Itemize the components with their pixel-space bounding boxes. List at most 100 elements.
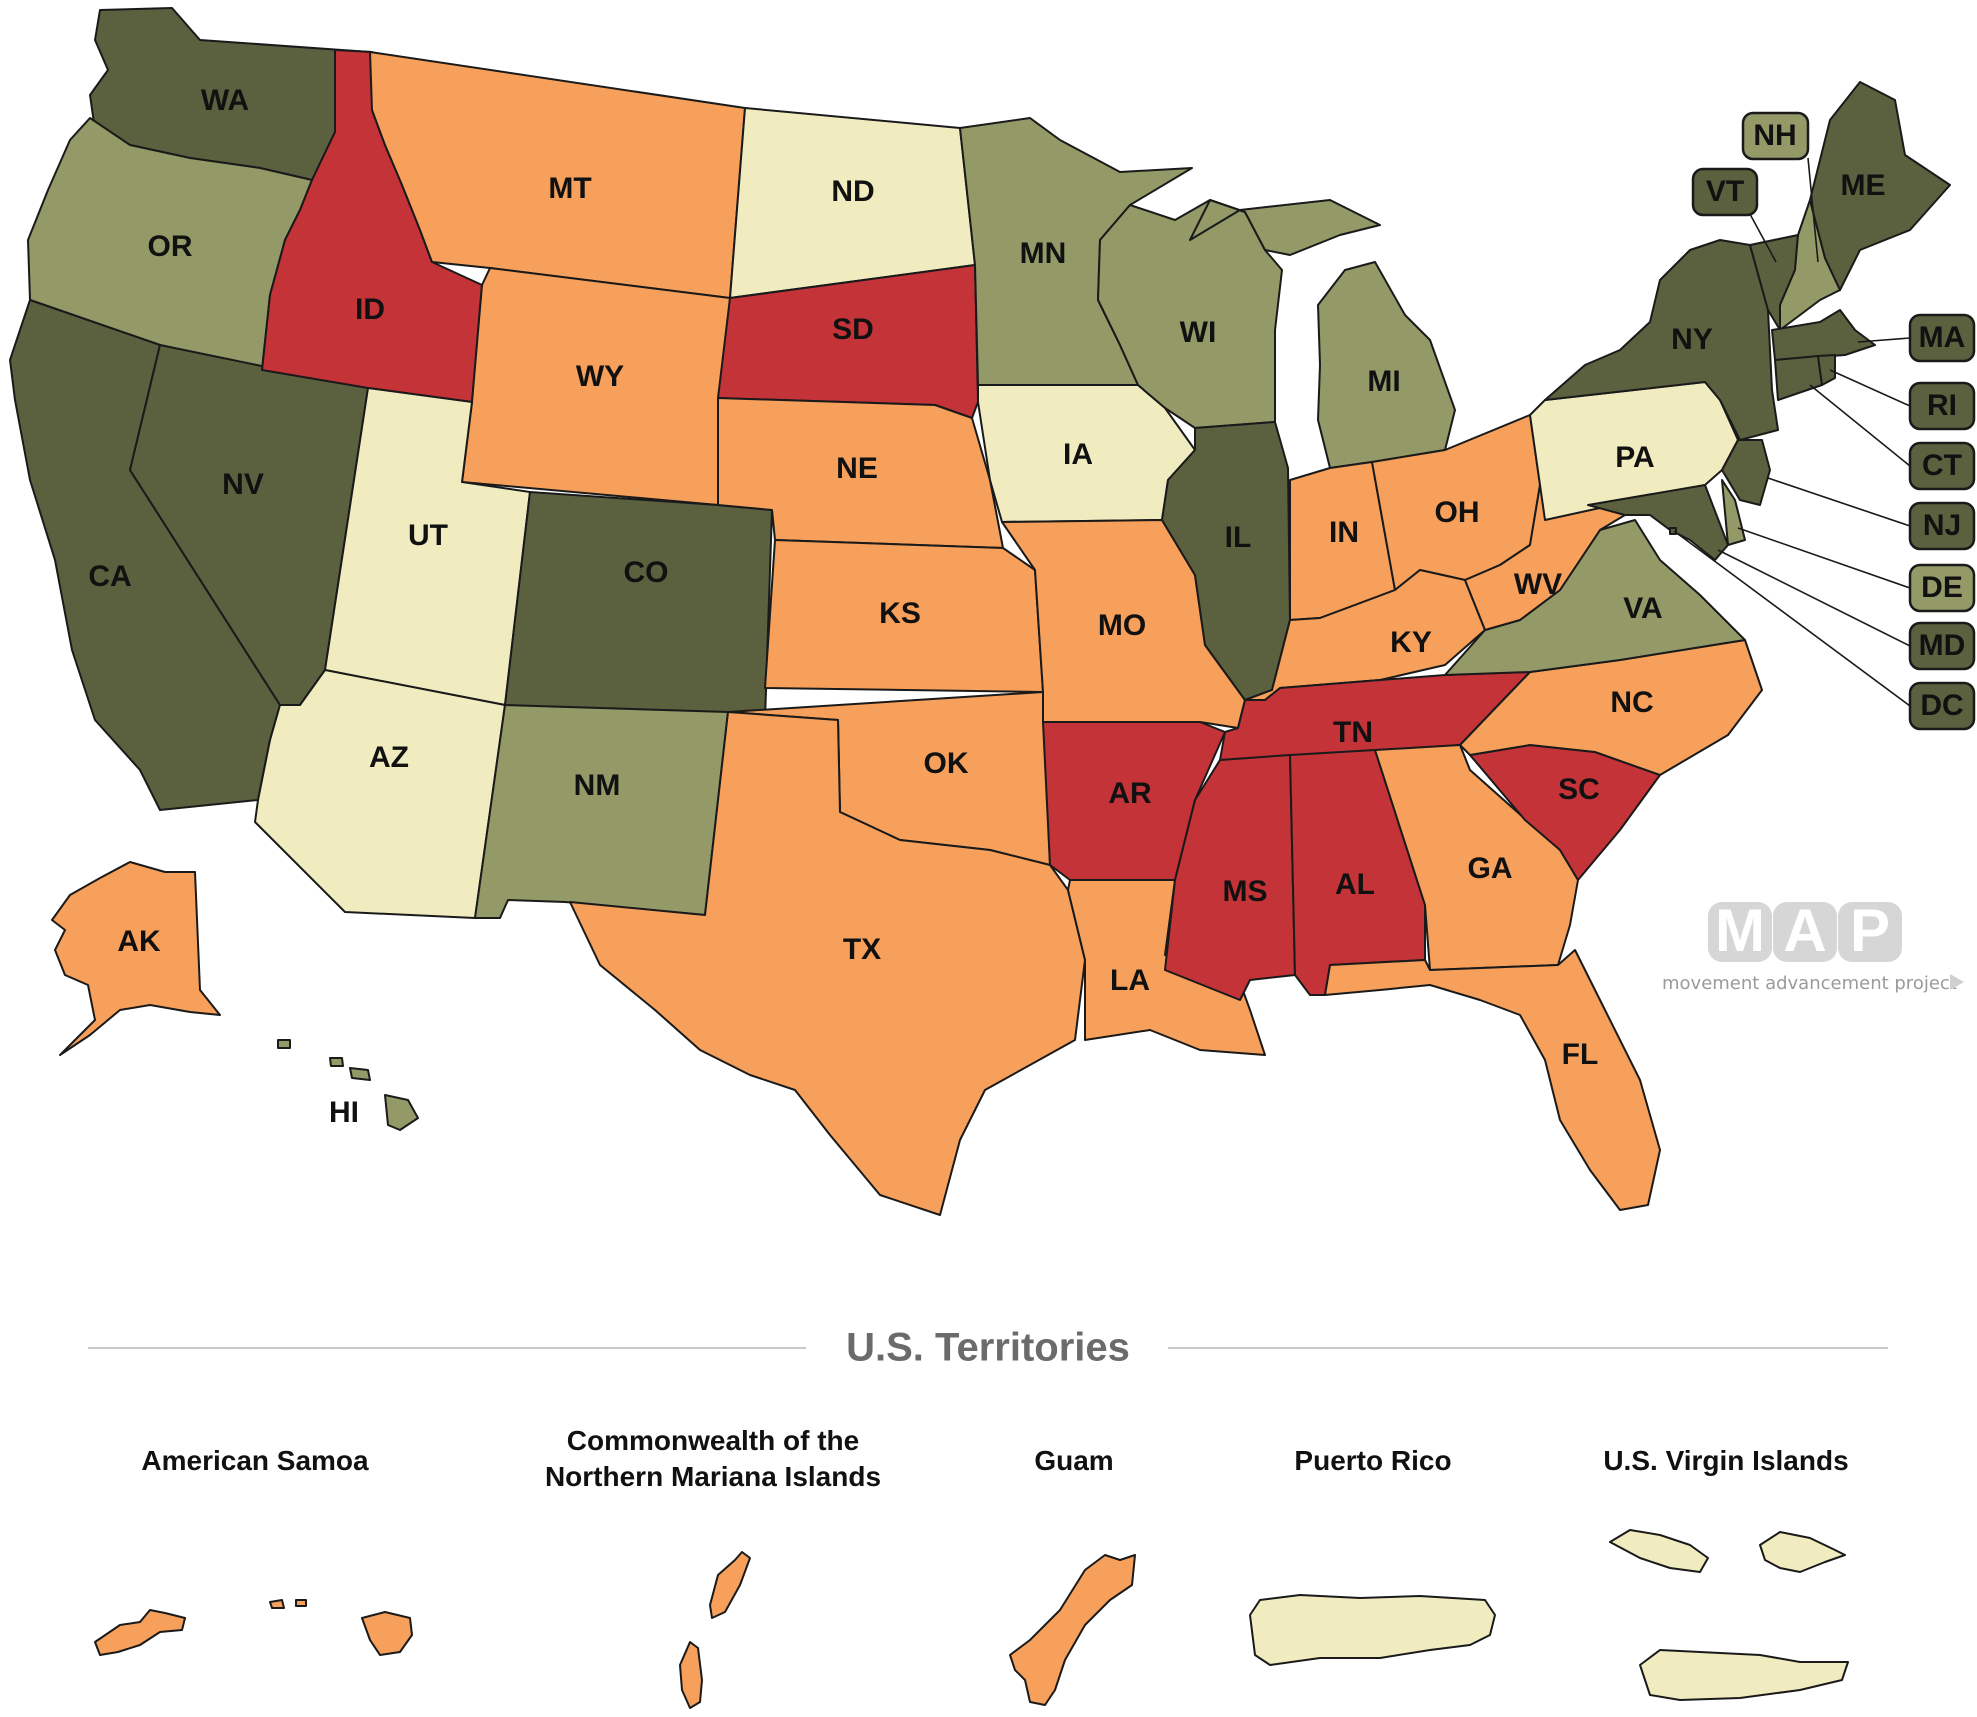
label-AL: AL xyxy=(1335,868,1375,901)
state-NJ[interactable] xyxy=(1721,439,1771,506)
label-MI: MI xyxy=(1367,365,1400,398)
label-DC: DC xyxy=(1920,689,1963,722)
label-ID: ID xyxy=(355,293,385,326)
territory-cnmi[interactable] xyxy=(679,1551,751,1709)
state-ME[interactable] xyxy=(1809,81,1951,291)
label-MD: MD xyxy=(1919,629,1966,662)
logo-letter-a: A xyxy=(1783,897,1826,964)
territories-heading: U.S. Territories xyxy=(846,1326,1130,1370)
label-CA: CA xyxy=(88,560,131,593)
territory-name-cnmi-line2: Northern Mariana Islands xyxy=(545,1461,881,1492)
label-NV: NV xyxy=(222,468,264,501)
state-IL[interactable] xyxy=(1161,421,1291,701)
state-AZ[interactable] xyxy=(254,669,506,919)
label-SD: SD xyxy=(832,313,874,346)
state-TX[interactable] xyxy=(569,711,1086,1216)
play-triangle-icon xyxy=(1950,974,1964,990)
territory-american-samoa[interactable] xyxy=(94,1599,413,1656)
label-WV: WV xyxy=(1514,568,1562,601)
label-OR: OR xyxy=(148,230,193,263)
label-NM: NM xyxy=(574,769,621,802)
state-GA[interactable] xyxy=(1374,744,1579,971)
label-MO: MO xyxy=(1098,609,1146,642)
territory-name-cnmi-line1: Commonwealth of the xyxy=(567,1425,859,1456)
state-CT[interactable] xyxy=(1774,355,1823,401)
state-RI[interactable] xyxy=(1817,354,1836,386)
state-labels: WA OR CA NV ID MT WY UT AZ CO NM ND SD N… xyxy=(88,84,1885,1129)
label-NE: NE xyxy=(836,452,878,485)
label-KS: KS xyxy=(879,597,921,630)
label-HI: HI xyxy=(329,1096,359,1129)
label-OH: OH xyxy=(1435,496,1480,529)
label-OK: OK xyxy=(924,747,969,780)
state-MD[interactable] xyxy=(1587,484,1729,561)
territory-name-usvi: U.S. Virgin Islands xyxy=(1603,1445,1848,1476)
label-DE: DE xyxy=(1921,571,1963,604)
label-PA: PA xyxy=(1615,441,1654,474)
territory-name-american-samoa: American Samoa xyxy=(141,1445,369,1476)
label-VT: VT xyxy=(1706,175,1744,208)
label-WI: WI xyxy=(1180,316,1217,349)
callout-box-NJ[interactable] xyxy=(1908,501,1976,551)
callout-box-MA[interactable] xyxy=(1908,313,1976,363)
logo-tile-m xyxy=(1708,902,1772,962)
state-MI[interactable] xyxy=(1189,199,1456,469)
label-RI: RI xyxy=(1927,389,1957,422)
label-LA: LA xyxy=(1110,964,1150,997)
state-HI[interactable] xyxy=(277,1039,419,1131)
map-logo: M A P movement advancement project xyxy=(1662,897,1964,994)
logo-letter-m: M xyxy=(1715,897,1765,964)
label-KY: KY xyxy=(1390,626,1432,659)
label-VA: VA xyxy=(1623,592,1662,625)
callout-box-DC[interactable] xyxy=(1908,681,1976,731)
label-IN: IN xyxy=(1329,516,1359,549)
label-CO: CO xyxy=(624,556,669,589)
territories-section: U.S. Territories American Samoa Commonwe… xyxy=(88,1326,1888,1709)
label-WA: WA xyxy=(201,84,249,117)
label-NH: NH xyxy=(1753,119,1796,152)
state-AK[interactable] xyxy=(51,861,221,1056)
label-MS: MS xyxy=(1223,875,1268,908)
label-MT: MT xyxy=(548,172,591,205)
label-WY: WY xyxy=(576,360,624,393)
label-TX: TX xyxy=(843,933,881,966)
callout-box-VT[interactable] xyxy=(1691,167,1759,217)
label-CT: CT xyxy=(1922,449,1962,482)
northeast-callouts: NH VT MA RI CT NJ DE MD DC xyxy=(1673,111,1976,731)
callout-box-MD[interactable] xyxy=(1908,621,1976,671)
label-NC: NC xyxy=(1610,686,1653,719)
label-NJ: NJ xyxy=(1923,509,1961,542)
territory-usvi[interactable] xyxy=(1609,1529,1849,1701)
label-FL: FL xyxy=(1562,1038,1599,1071)
territory-guam[interactable] xyxy=(1009,1554,1136,1706)
label-MN: MN xyxy=(1020,237,1067,270)
label-GA: GA xyxy=(1468,852,1513,885)
callout-box-NH[interactable] xyxy=(1741,111,1810,161)
callout-box-RI[interactable] xyxy=(1908,381,1976,431)
callout-box-CT[interactable] xyxy=(1908,441,1976,491)
label-AZ: AZ xyxy=(369,741,409,774)
logo-letter-p: P xyxy=(1850,897,1890,964)
territory-puerto-rico[interactable] xyxy=(1249,1594,1496,1666)
territory-name-guam: Guam xyxy=(1034,1445,1113,1476)
label-SC: SC xyxy=(1558,773,1600,806)
label-IL: IL xyxy=(1225,521,1252,554)
state-FL[interactable] xyxy=(1324,949,1661,1211)
state-DC[interactable] xyxy=(1669,527,1677,535)
label-ME: ME xyxy=(1841,169,1886,202)
label-TN: TN xyxy=(1333,716,1373,749)
territory-name-puerto-rico: Puerto Rico xyxy=(1294,1445,1451,1476)
label-UT: UT xyxy=(408,519,448,552)
state-CO[interactable] xyxy=(504,491,773,721)
label-AR: AR xyxy=(1108,777,1152,810)
label-IA: IA xyxy=(1063,438,1093,471)
state-shapes xyxy=(9,7,1951,1216)
callout-box-DE[interactable] xyxy=(1908,563,1976,613)
state-NM[interactable] xyxy=(474,704,729,919)
state-WI[interactable] xyxy=(1097,199,1283,429)
logo-tagline: movement advancement project xyxy=(1662,973,1957,994)
logo-tile-p xyxy=(1838,902,1902,962)
label-AK: AK xyxy=(117,925,161,958)
label-NY: NY xyxy=(1671,323,1713,356)
